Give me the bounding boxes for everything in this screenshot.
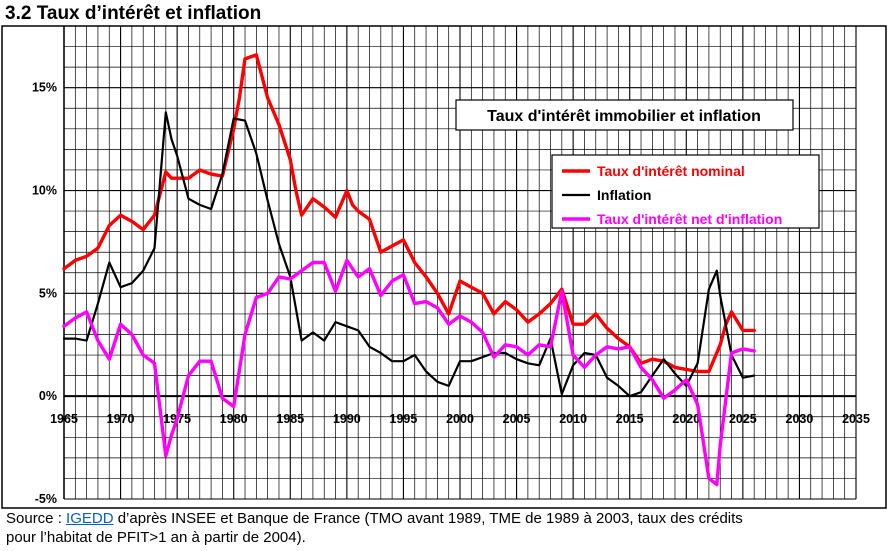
source-line-2: pour l’habitat de PFIT>1 an à partir de … xyxy=(6,529,306,546)
legend: Taux d'intérêt nominal Inflation Taux d'in… xyxy=(551,154,820,229)
x-tick-label: 2020 xyxy=(672,412,700,426)
x-tick-label: 2010 xyxy=(559,412,587,426)
page-title: 3.2 Taux d’intérêt et inflation xyxy=(5,3,262,24)
legend-label-1: Taux d'intérêt nominal xyxy=(597,163,745,179)
source-link-igedd[interactable]: IGEDD xyxy=(66,510,114,527)
source-line-1-text: d’après INSEE et Banque de France (TMO a… xyxy=(113,510,743,527)
x-tick-label: 2025 xyxy=(729,412,757,426)
y-tick-label: 0% xyxy=(39,389,57,403)
series-line-1 xyxy=(62,53,756,374)
legend-label-3: Taux d'intérêt net d'inflation xyxy=(597,211,782,227)
source-prefix: Source : xyxy=(6,510,67,527)
series-layer xyxy=(62,53,756,487)
inner-title-box xyxy=(455,99,794,131)
x-tick-label: 2035 xyxy=(842,412,870,426)
axes: -5%0%5%10%15%1965 1970 1975 1980 1985 1990 199… xyxy=(32,26,870,506)
x-tick-label: 2005 xyxy=(503,412,531,426)
inner-title: Taux d'intérêt immobilier et inflation xyxy=(487,108,761,125)
source-line-1: Source : IGEDD d’après INSEE et Banque d… xyxy=(6,509,743,528)
x-tick-label: 1980 xyxy=(220,412,248,426)
x-tick-label: 1990 xyxy=(333,412,361,426)
x-tick-label: 2000 xyxy=(446,412,474,426)
chart: -5%0%5%10%15%1965 1970 1975 1980 1985 1990 199… xyxy=(1,25,887,509)
x-tick-label: 1965 xyxy=(50,412,78,426)
y-tick-label: 10% xyxy=(32,184,57,198)
y-tick-label: 5% xyxy=(39,286,57,300)
y-tick-label: -5% xyxy=(35,492,57,506)
series-line-3 xyxy=(62,258,756,487)
x-tick-label: 1970 xyxy=(107,412,135,426)
source-note: Source : IGEDD d’après INSEE et Banque d… xyxy=(6,509,743,547)
series-line-2 xyxy=(62,111,756,398)
chart-frame xyxy=(1,25,887,509)
x-tick-label: 2015 xyxy=(616,412,644,426)
x-tick-label: 2030 xyxy=(786,412,814,426)
x-tick-label: 1995 xyxy=(390,412,418,426)
legend-label-2: Inflation xyxy=(597,187,651,203)
y-tick-label: 15% xyxy=(32,81,57,95)
legend-box xyxy=(551,154,820,229)
x-tick-label: 1985 xyxy=(276,412,304,426)
